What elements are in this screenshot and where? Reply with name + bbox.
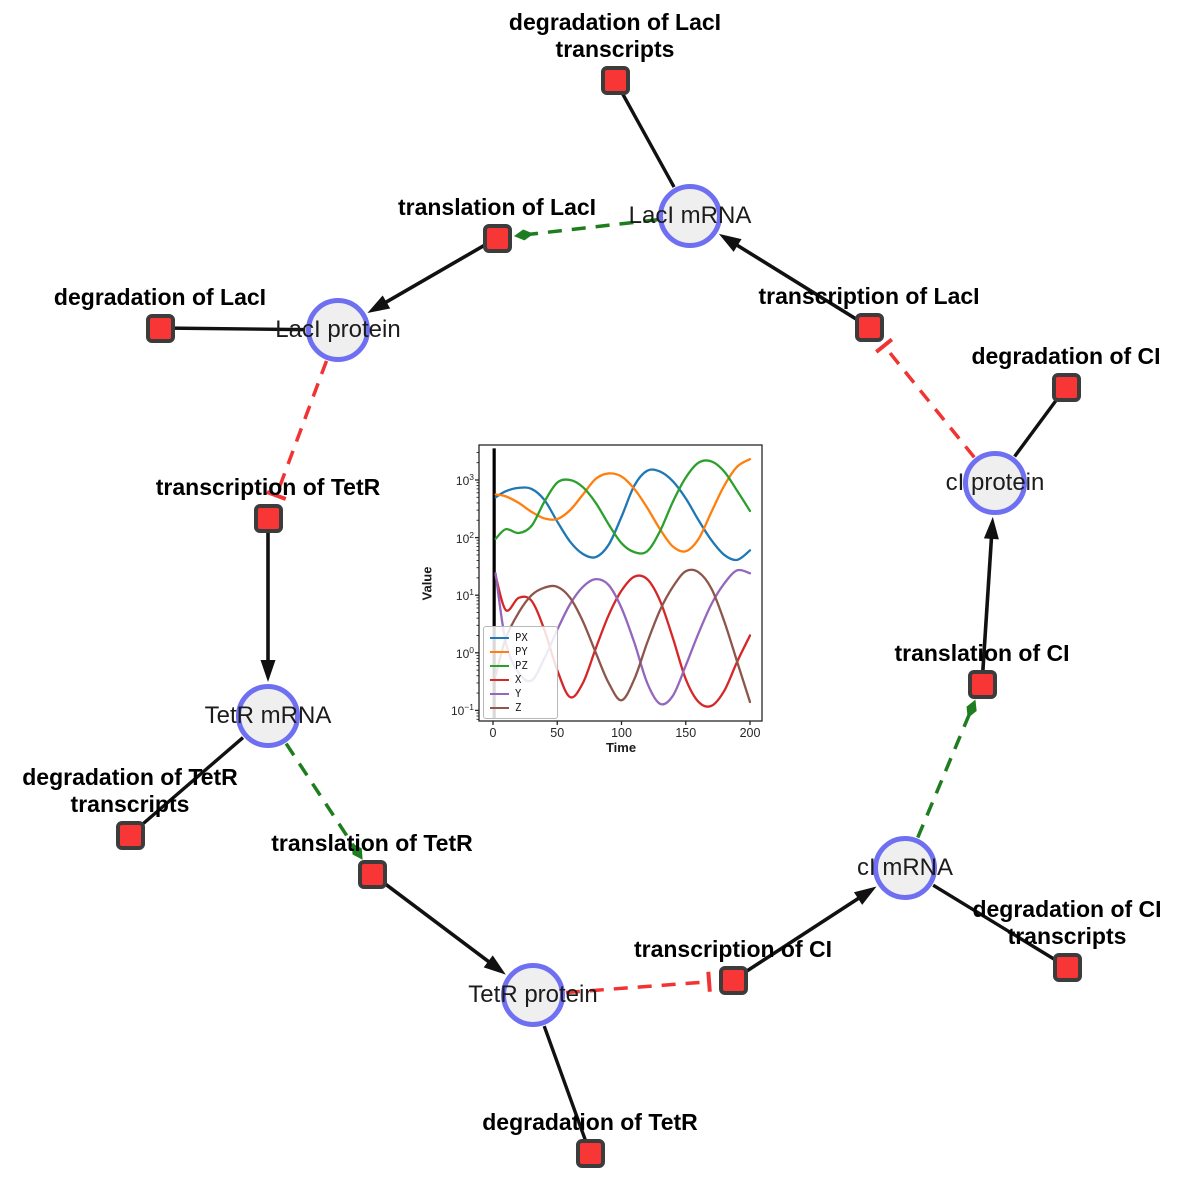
reaction-node-translation-tetr[interactable] bbox=[357, 859, 387, 889]
edge-line bbox=[732, 241, 870, 329]
legend-entry-x: X bbox=[490, 673, 551, 687]
edge-arrowhead bbox=[853, 886, 877, 905]
reaction-label-transcription-ci: transcription of CI bbox=[633, 936, 833, 962]
edge-line bbox=[370, 872, 494, 966]
species-label-ci-mrna: cI mRNA bbox=[857, 854, 953, 881]
reaction-node-deg-ci-transcripts[interactable] bbox=[1052, 952, 1082, 982]
legend-entry-z: Z bbox=[490, 701, 551, 715]
reaction-label-deg-ci-transcripts: degradation of CI transcripts bbox=[972, 896, 1162, 949]
reaction-node-deg-tetr-transcripts[interactable] bbox=[115, 820, 145, 850]
reaction-label-translation-laci: translation of LacI bbox=[397, 194, 597, 220]
reaction-label-degradation-laci: degradation of LacI bbox=[53, 284, 267, 310]
reaction-label-transcription-laci: transcription of LacI bbox=[758, 283, 980, 309]
reaction-node-transcription-tetr[interactable] bbox=[253, 503, 283, 533]
reaction-node-transcription-ci[interactable] bbox=[718, 965, 748, 995]
edge-line bbox=[266, 490, 287, 501]
edge-arrowhead bbox=[367, 295, 391, 313]
chart-plot-area bbox=[410, 437, 785, 762]
y-tick-label: 100 bbox=[455, 644, 474, 661]
edge-line bbox=[613, 79, 676, 188]
species-label-laci-mrna: LacI mRNA bbox=[628, 202, 752, 229]
legend-label: PX bbox=[515, 632, 528, 644]
species-label-ci-protein: cI protein bbox=[945, 469, 1045, 496]
edge-line bbox=[159, 326, 306, 332]
y-tick-label: 101 bbox=[455, 587, 474, 604]
legend-entry-y: Y bbox=[490, 687, 551, 701]
reaction-node-transcription-laci[interactable] bbox=[854, 312, 884, 342]
legend-label: PZ bbox=[515, 660, 528, 672]
edge-arrowhead bbox=[351, 843, 363, 860]
x-tick-label: 200 bbox=[739, 726, 761, 740]
y-tick-label: 102 bbox=[455, 529, 474, 546]
legend-entry-py: PY bbox=[490, 645, 551, 659]
edge-line bbox=[882, 344, 976, 459]
species-node-ci-mrna[interactable] bbox=[873, 836, 937, 900]
species-node-tetr-protein[interactable] bbox=[501, 963, 565, 1027]
edge-arrowhead bbox=[513, 229, 534, 241]
edge-line bbox=[980, 533, 994, 685]
edge-arrowhead bbox=[483, 955, 506, 975]
reaction-node-translation-laci[interactable] bbox=[482, 223, 512, 253]
legend-entry-px: PX bbox=[490, 631, 551, 645]
edge-line bbox=[932, 883, 1068, 969]
edge-line bbox=[875, 337, 894, 354]
legend-line-swatch bbox=[490, 679, 509, 681]
x-tick-label: 100 bbox=[611, 726, 632, 740]
reaction-node-deg-laci-transcripts[interactable] bbox=[600, 65, 630, 95]
reaction-node-translation-ci[interactable] bbox=[967, 669, 997, 699]
edge-line bbox=[542, 1025, 592, 1154]
species-label-tetr-protein: TetR protein bbox=[468, 981, 598, 1008]
edge-line bbox=[916, 713, 971, 839]
edge-line bbox=[732, 894, 864, 982]
y-tick-label: 10−1 bbox=[450, 702, 474, 719]
edge-line bbox=[284, 742, 356, 848]
chart-legend: PX PY PZ X Y Z bbox=[483, 626, 558, 719]
legend-line-swatch bbox=[490, 665, 509, 667]
reaction-label-degradation-ci: degradation of CI bbox=[971, 343, 1161, 369]
reaction-label-deg-laci-transcripts: degradation of LacI transcripts bbox=[508, 9, 722, 62]
legend-label: PY bbox=[515, 646, 528, 658]
reaction-node-degradation-laci[interactable] bbox=[145, 313, 175, 343]
reaction-node-degradation-tetr[interactable] bbox=[575, 1138, 605, 1168]
edge-arrowhead bbox=[718, 233, 742, 252]
legend-label: Z bbox=[515, 702, 522, 714]
reaction-node-degradation-ci[interactable] bbox=[1051, 372, 1081, 402]
species-node-tetr-mrna[interactable] bbox=[236, 684, 300, 748]
reaction-label-deg-tetr-transcripts: degradation of TetR transcripts bbox=[22, 764, 238, 817]
species-label-tetr-mrna: TetR mRNA bbox=[204, 702, 332, 729]
species-node-laci-mrna[interactable] bbox=[658, 184, 722, 248]
edge-line bbox=[128, 736, 245, 837]
x-tick-label: 50 bbox=[550, 726, 565, 740]
x-tick-label: 0 bbox=[489, 726, 497, 740]
inset-timecourse-chart: 10−1 100 101 102 103 0 50 100 150 200 Value Time… bbox=[410, 437, 785, 762]
edge-arrowhead bbox=[260, 660, 276, 682]
legend-line-swatch bbox=[490, 693, 509, 695]
edge-arrowhead bbox=[966, 699, 977, 719]
y-axis-label: Value bbox=[419, 566, 435, 601]
edge-line bbox=[529, 217, 658, 237]
x-axis-label: Time bbox=[605, 740, 637, 755]
edge-line bbox=[381, 236, 498, 307]
reaction-label-transcription-tetr: transcription of TetR bbox=[155, 474, 381, 500]
species-node-ci-protein[interactable] bbox=[963, 451, 1027, 515]
legend-line-swatch bbox=[490, 637, 509, 639]
legend-line-swatch bbox=[490, 651, 509, 653]
reaction-label-translation-ci: translation of CI bbox=[894, 640, 1070, 666]
species-label-laci-protein: LacI protein bbox=[275, 316, 401, 343]
legend-line-swatch bbox=[490, 707, 509, 709]
reaction-label-translation-tetr: translation of TetR bbox=[271, 830, 473, 856]
legend-entry-pz: PZ bbox=[490, 659, 551, 673]
y-tick-label: 103 bbox=[455, 472, 474, 488]
reaction-label-degradation-tetr: degradation of TetR bbox=[482, 1109, 698, 1135]
species-node-laci-protein[interactable] bbox=[306, 298, 370, 362]
edge-line bbox=[706, 971, 712, 992]
edge-arrowhead bbox=[983, 516, 999, 540]
legend-label: X bbox=[515, 674, 522, 686]
legend-label: Y bbox=[515, 688, 522, 700]
x-tick-label: 150 bbox=[675, 726, 697, 740]
